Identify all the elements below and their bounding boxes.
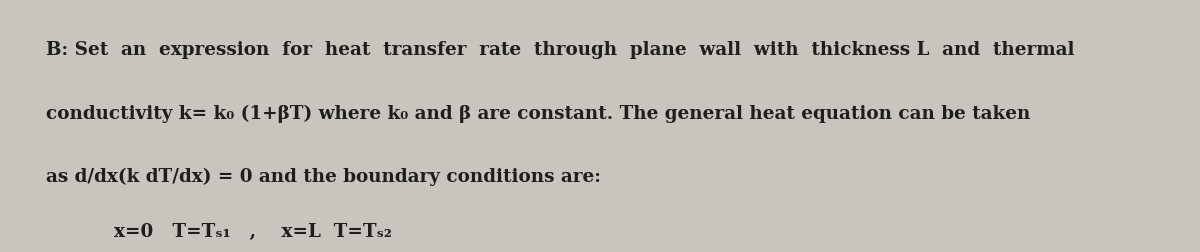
Text: conductivity k= k₀ (1+βT) where k₀ and β are constant. The general heat equation: conductivity k= k₀ (1+βT) where k₀ and β… xyxy=(46,104,1030,122)
Text: x=0   T=Tₛ₁   ,    x=L  T=Tₛ₂: x=0 T=Tₛ₁ , x=L T=Tₛ₂ xyxy=(114,223,392,241)
Text: B: Set  an  expression  for  heat  transfer  rate  through  plane  wall  with  t: B: Set an expression for heat transfer r… xyxy=(46,41,1074,59)
Text: as d/dx(k dT/dx) = 0 and the boundary conditions are:: as d/dx(k dT/dx) = 0 and the boundary co… xyxy=(46,167,601,185)
